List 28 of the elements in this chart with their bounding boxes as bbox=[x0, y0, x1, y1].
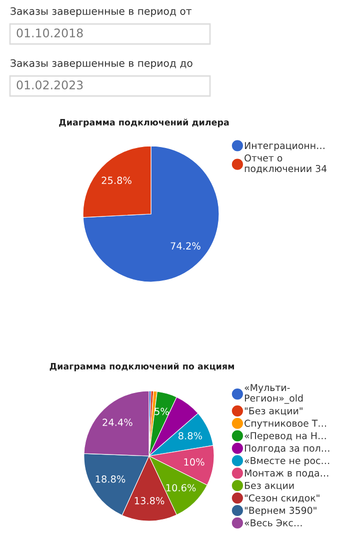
chart-title: Диаграмма подключений дилера bbox=[59, 118, 229, 128]
legend-label: Спутниковое Т… bbox=[244, 420, 326, 429]
legend-label: Интеграционн… bbox=[244, 142, 324, 151]
legend-label: "Сезон скидок" bbox=[244, 494, 320, 503]
data-label: 10.6% bbox=[166, 484, 196, 492]
text: Заказы завершенные в период до bbox=[10, 59, 192, 69]
data-label: 25.8% bbox=[102, 176, 132, 184]
legend-label: «Весь Экс… bbox=[244, 519, 302, 526]
data-label: 10% bbox=[184, 458, 204, 466]
legend-label: «Мульти-Регион»_old bbox=[244, 384, 303, 404]
data-label: 13.8% bbox=[134, 497, 164, 504]
chart-title: Диаграмма подключений по акциям bbox=[50, 362, 234, 372]
legend-label: "Вернем 3590" bbox=[244, 506, 316, 516]
legend-label: Без акции bbox=[244, 482, 294, 490]
data-label: 5% bbox=[154, 408, 169, 416]
legend-label: Полгода за пол… bbox=[244, 444, 330, 453]
data-label: 18.8% bbox=[96, 475, 126, 483]
text: Заказы завершенные в период от bbox=[10, 7, 192, 17]
data-label: 24.4% bbox=[102, 418, 132, 426]
legend-label: «Вместе не рос… bbox=[244, 457, 330, 466]
legend-label: Отчет о подключении 34 bbox=[244, 154, 327, 174]
data-label: 8.8% bbox=[178, 432, 202, 440]
data-label: 74.2% bbox=[170, 242, 200, 250]
legend-label: Монтаж в пода… bbox=[244, 470, 328, 478]
text: 01.10.2018 bbox=[16, 28, 83, 38]
legend-label: "Без акции" bbox=[244, 407, 302, 416]
legend-label: «Перевод на Н… bbox=[244, 432, 326, 442]
text: 01.02.2023 bbox=[16, 80, 83, 90]
